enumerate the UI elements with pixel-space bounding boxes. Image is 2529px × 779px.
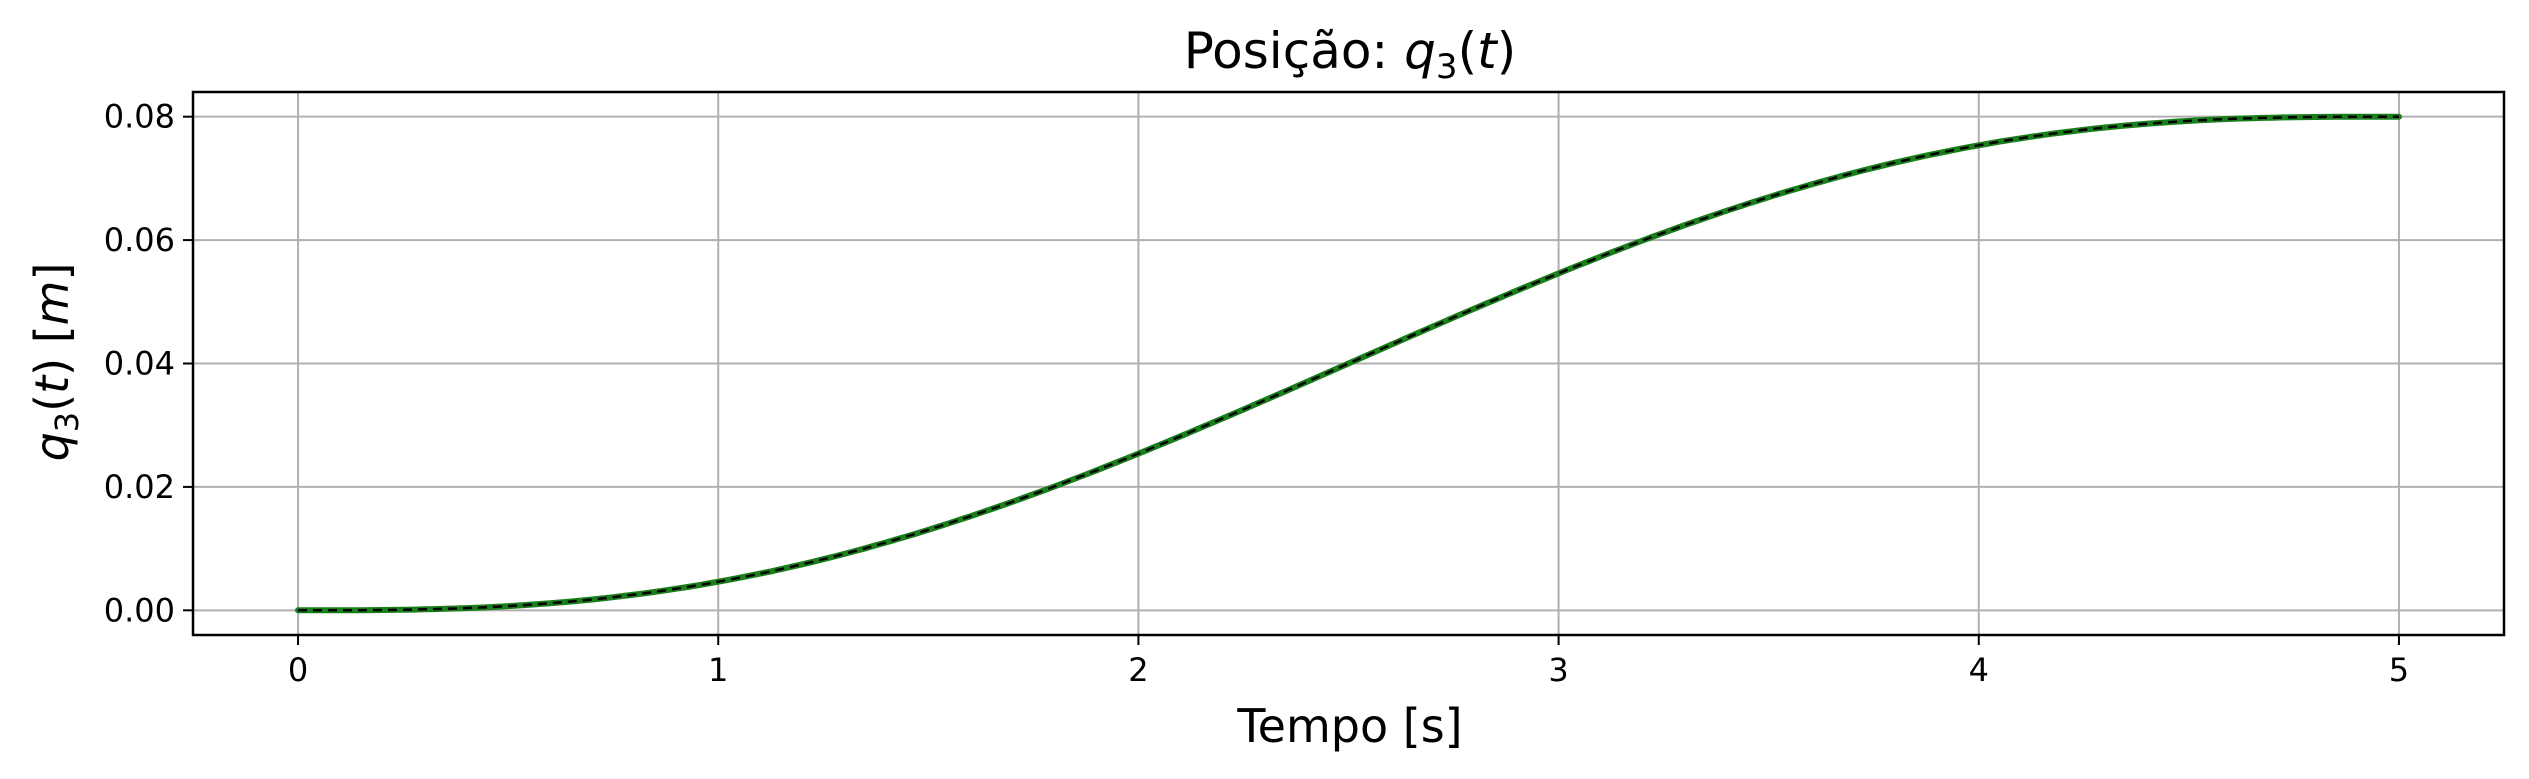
y-ticks: 0.00 0.02 0.04 0.06 0.08: [104, 98, 193, 629]
x-tick-label: 1: [708, 651, 728, 689]
plot-frame: [191, 90, 2506, 637]
x-tick-label: 4: [1969, 651, 1989, 689]
series-overlay-dashed: [298, 115, 2399, 612]
y-tick-label: 0.06: [104, 221, 175, 259]
y-axis-label: q3(t) [m]: [25, 263, 86, 462]
x-tick-label: 5: [2389, 651, 2409, 689]
chart-title: Posição: q3(t): [1184, 22, 1516, 87]
x-tick-label: 0: [288, 651, 308, 689]
y-tick-label: 0.04: [104, 345, 175, 383]
y-tick-label: 0.00: [104, 591, 175, 629]
x-ticks: 0 1 2 3 4 5: [288, 635, 2409, 689]
x-axis-label: Tempo [s]: [1236, 699, 1462, 753]
chart-title-prefix: Posição:: [1184, 22, 1404, 80]
y-tick-label: 0.02: [104, 468, 175, 506]
x-tick-label: 2: [1128, 651, 1148, 689]
y-tick-label: 0.08: [104, 98, 175, 136]
series-layer: [295, 113, 2402, 614]
x-tick-label: 3: [1548, 651, 1568, 689]
